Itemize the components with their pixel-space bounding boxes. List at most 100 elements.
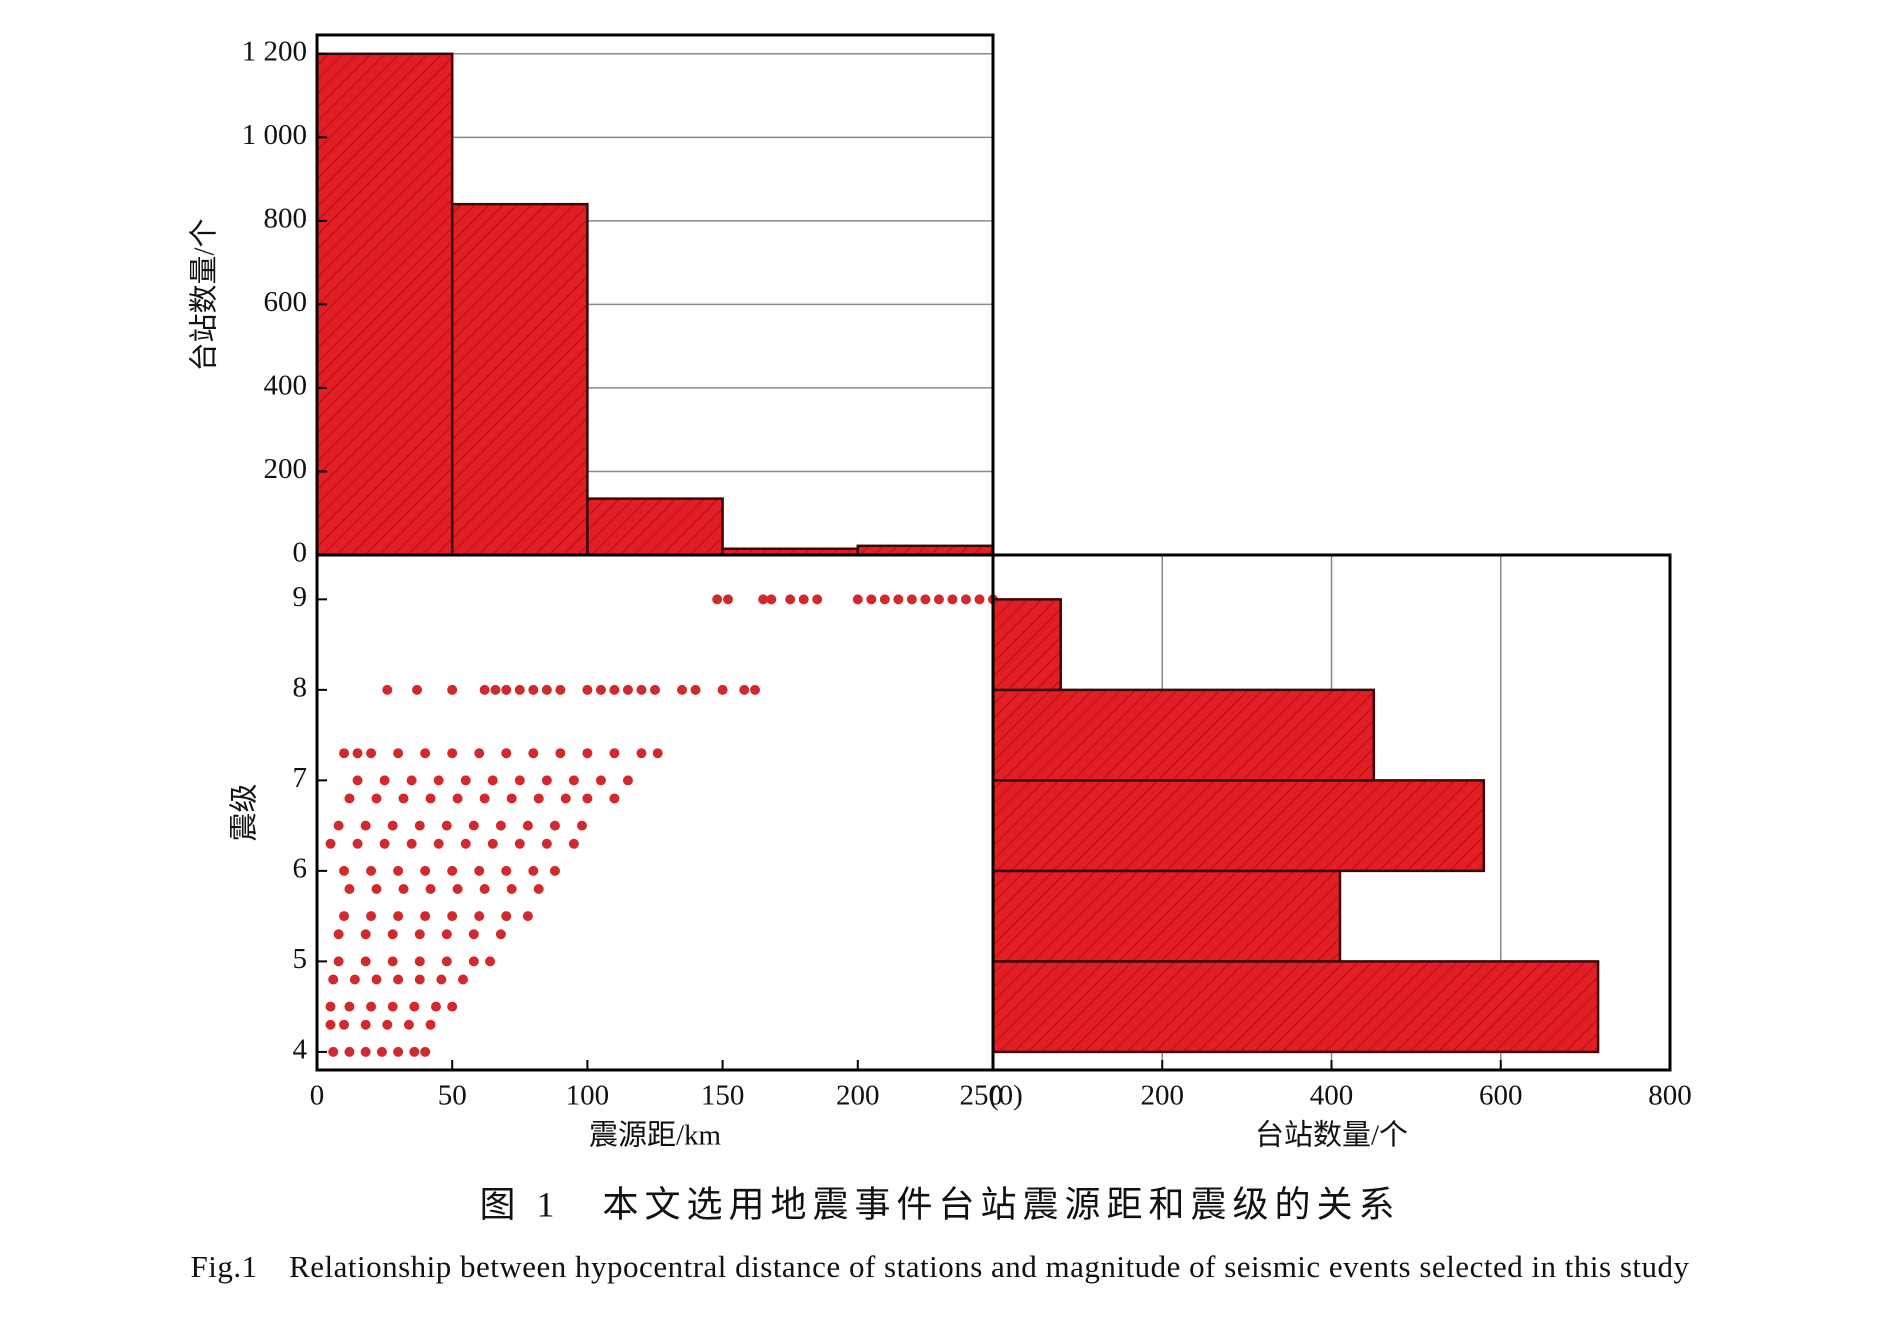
- point: [533, 793, 544, 804]
- point: [447, 911, 458, 922]
- point: [712, 594, 723, 605]
- point: [398, 793, 409, 804]
- point: [750, 684, 761, 695]
- y-tick-label: 1 200: [242, 35, 307, 67]
- point: [339, 748, 350, 759]
- y-tick-label: 9: [293, 581, 308, 613]
- y-tick-label: 400: [264, 370, 308, 402]
- point: [344, 883, 355, 894]
- point: [393, 1046, 404, 1057]
- y-tick-label: 200: [264, 453, 308, 485]
- point: [893, 594, 904, 605]
- x-tick-label: 50: [438, 1080, 467, 1112]
- point: [441, 929, 452, 940]
- point: [441, 820, 452, 831]
- x-tick-label: 200: [1141, 1080, 1185, 1112]
- point: [474, 911, 485, 922]
- x-tick-label: 250: [960, 1080, 1004, 1112]
- bar: [991, 688, 1376, 782]
- point: [652, 748, 663, 759]
- point: [920, 594, 931, 605]
- point: [468, 820, 479, 831]
- point: [393, 748, 404, 759]
- point: [371, 793, 382, 804]
- point: [528, 865, 539, 876]
- point: [366, 748, 377, 759]
- point: [468, 956, 479, 967]
- y-axis-label: 台站数量/个: [188, 218, 221, 371]
- point: [798, 594, 809, 605]
- point: [758, 594, 769, 605]
- point: [414, 956, 425, 967]
- x-axis-label: 震源距/km: [589, 1119, 722, 1152]
- point: [528, 684, 539, 695]
- point: [409, 1046, 420, 1057]
- point: [339, 1019, 350, 1030]
- point: [974, 594, 985, 605]
- point: [414, 929, 425, 940]
- point: [458, 974, 469, 985]
- point: [420, 1046, 431, 1057]
- point: [433, 775, 444, 786]
- bar: [991, 960, 1600, 1054]
- point: [420, 911, 431, 922]
- point: [352, 775, 363, 786]
- point: [360, 929, 371, 940]
- point: [360, 820, 371, 831]
- point: [379, 838, 390, 849]
- bar: [991, 869, 1342, 963]
- point: [522, 911, 533, 922]
- point: [852, 594, 863, 605]
- point: [677, 684, 688, 695]
- point: [474, 865, 485, 876]
- bar: [991, 598, 1062, 692]
- x-tick-label: 600: [1479, 1080, 1523, 1112]
- point: [528, 748, 539, 759]
- point: [549, 820, 560, 831]
- point: [479, 793, 490, 804]
- point: [366, 911, 377, 922]
- y-tick-label: 800: [264, 203, 308, 235]
- point: [376, 1046, 387, 1057]
- point: [433, 838, 444, 849]
- point: [447, 748, 458, 759]
- point: [325, 1001, 336, 1012]
- x-tick-label: 200: [836, 1080, 880, 1112]
- plot-frame: [315, 553, 995, 1072]
- point: [436, 974, 447, 985]
- point: [636, 748, 647, 759]
- point: [328, 974, 339, 985]
- point: [344, 1046, 355, 1057]
- point: [447, 865, 458, 876]
- x-tick-label: 100: [566, 1080, 610, 1112]
- point: [447, 684, 458, 695]
- x-tick-label: (0): [989, 1080, 1023, 1112]
- point: [406, 838, 417, 849]
- point: [460, 838, 471, 849]
- point: [812, 594, 823, 605]
- point: [425, 1019, 436, 1030]
- point: [344, 793, 355, 804]
- x-tick-label: 400: [1310, 1080, 1354, 1112]
- point: [333, 820, 344, 831]
- point: [622, 775, 633, 786]
- point: [541, 684, 552, 695]
- point: [360, 956, 371, 967]
- point: [785, 594, 796, 605]
- point: [403, 1019, 414, 1030]
- point: [366, 1001, 377, 1012]
- point: [414, 974, 425, 985]
- point: [933, 594, 944, 605]
- point: [501, 865, 512, 876]
- x-tick-label: 800: [1648, 1080, 1692, 1112]
- point: [452, 883, 463, 894]
- point: [339, 865, 350, 876]
- point: [387, 929, 398, 940]
- point: [352, 838, 363, 849]
- y-tick-label: 0: [293, 537, 308, 569]
- point: [739, 684, 750, 695]
- point: [398, 883, 409, 894]
- point: [582, 684, 593, 695]
- point: [533, 883, 544, 894]
- point: [409, 1001, 420, 1012]
